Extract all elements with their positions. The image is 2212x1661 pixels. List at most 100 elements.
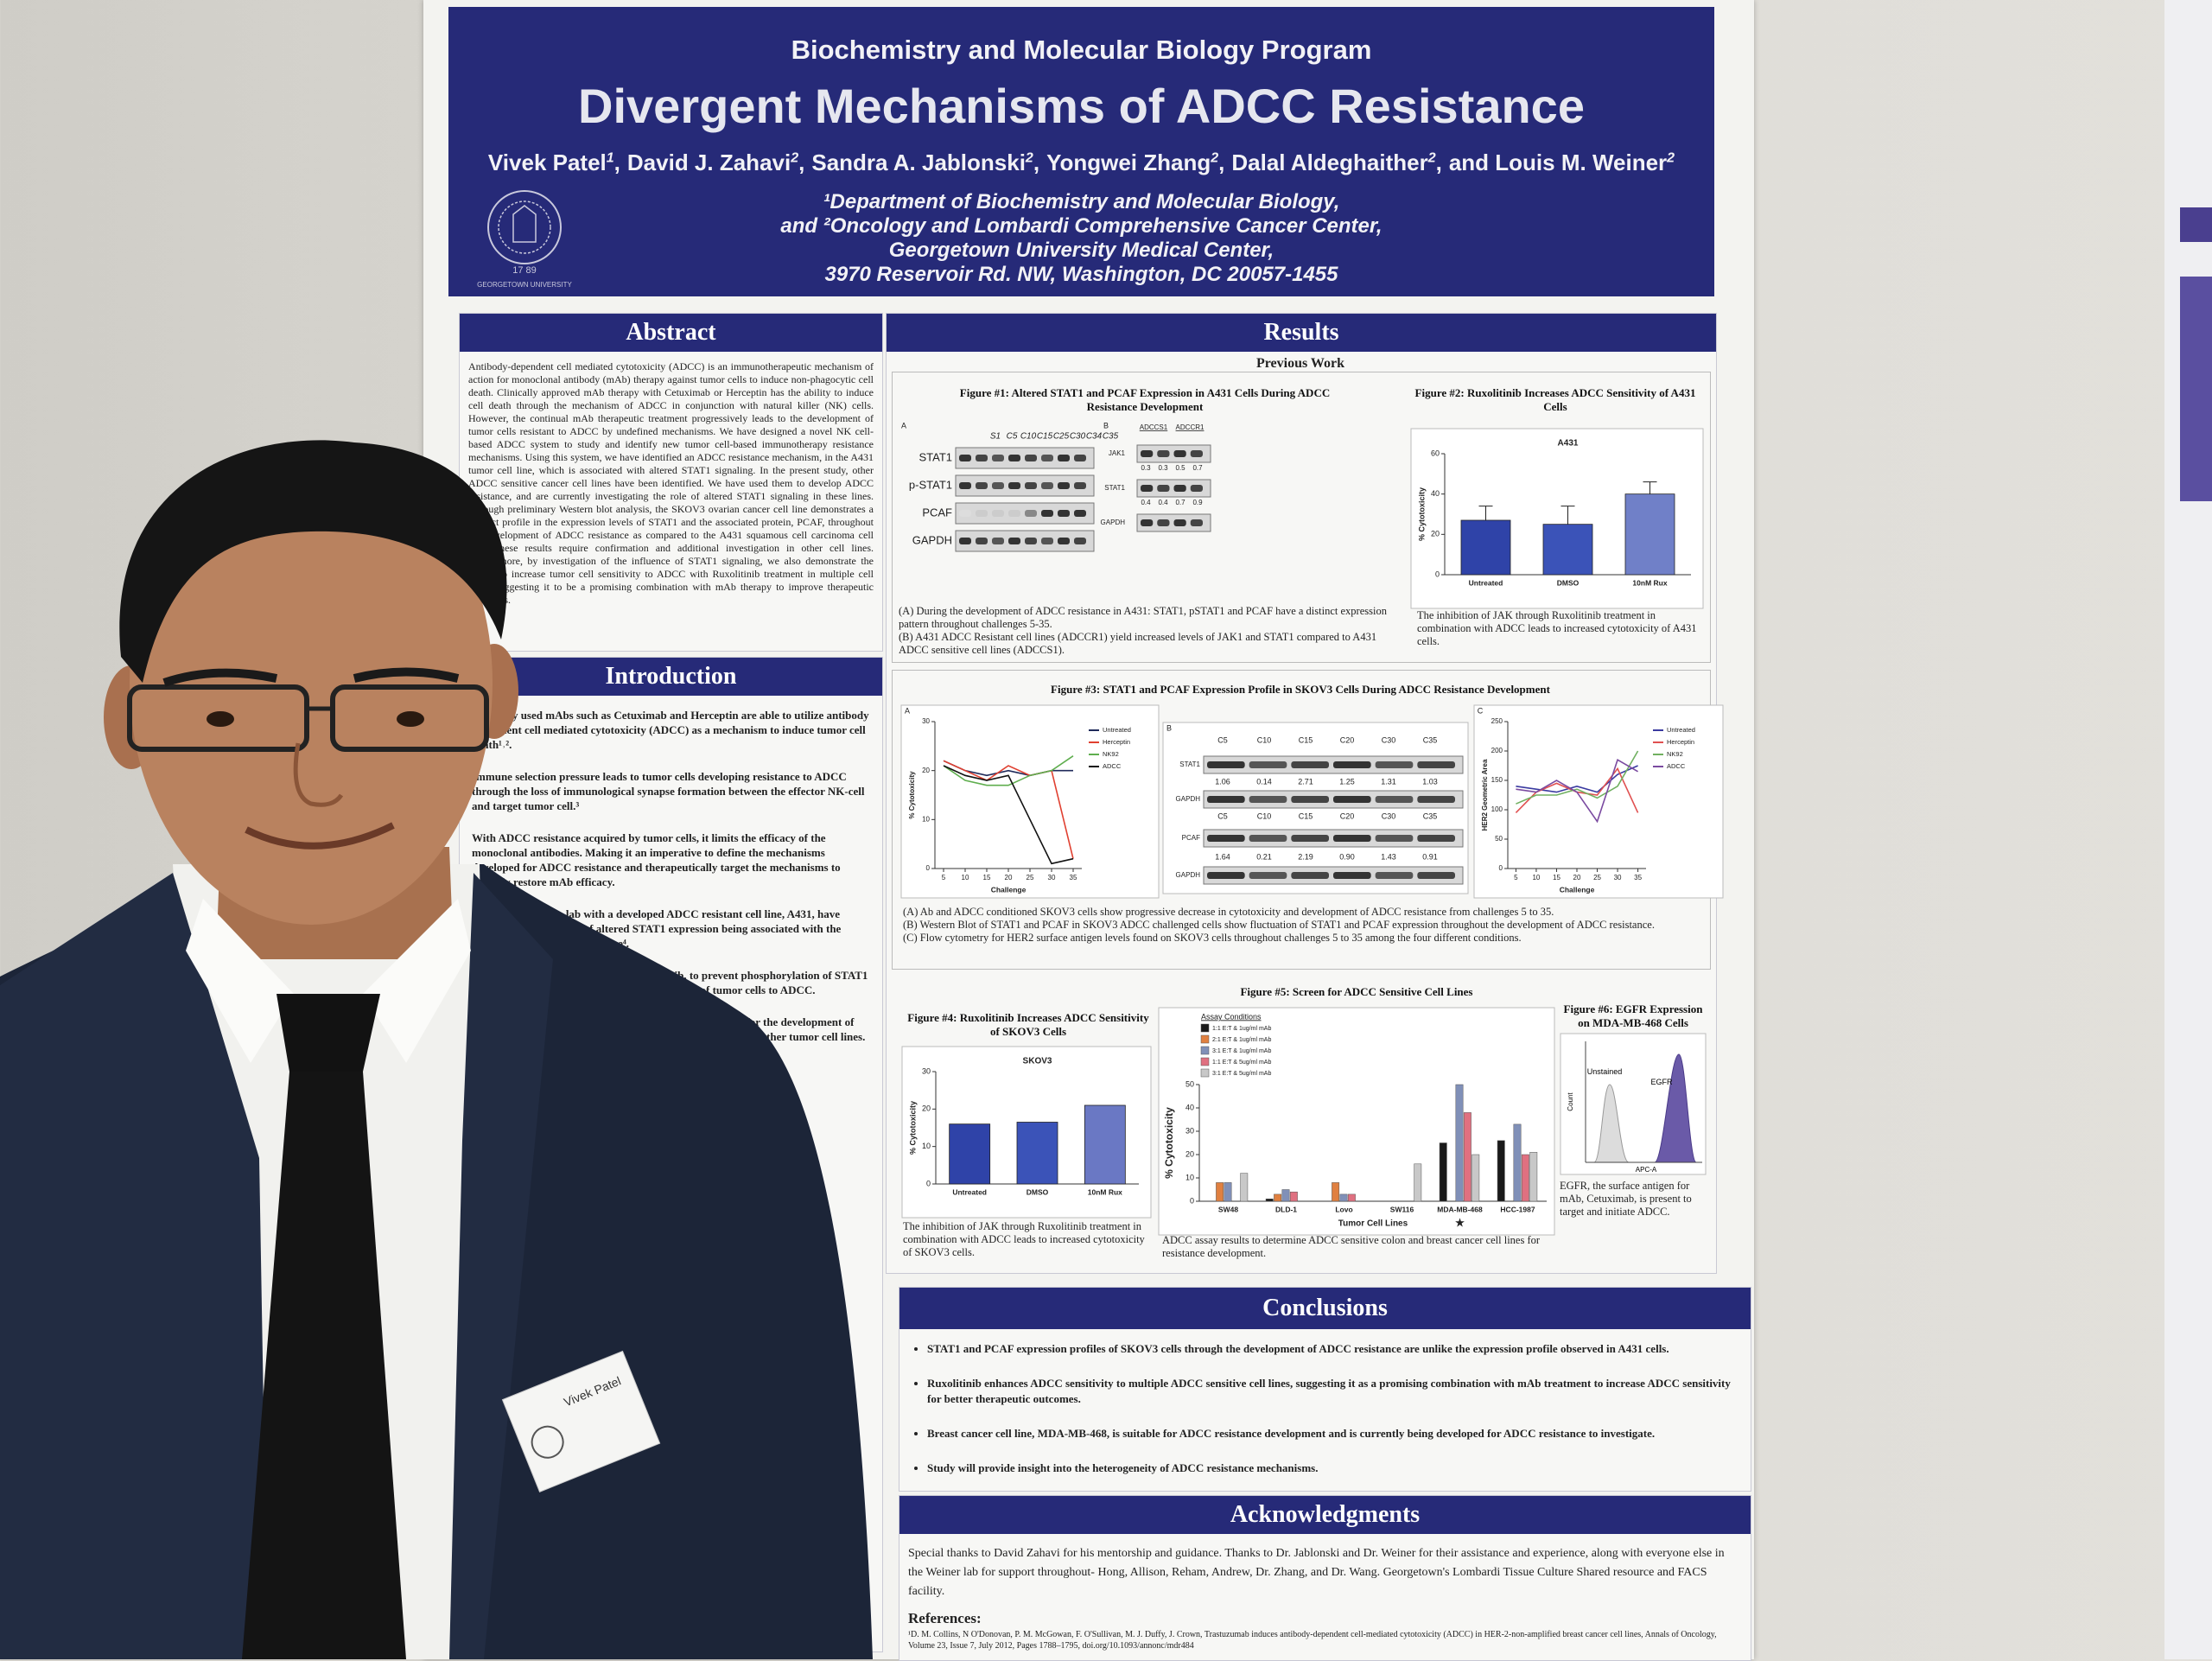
band-quant: 1.31 — [1381, 777, 1396, 786]
bar — [1529, 1152, 1538, 1202]
legend-label: Untreated — [1103, 726, 1131, 734]
acknowledgments-panel: Acknowledgments Special thanks to David … — [899, 1495, 1751, 1661]
introduction-panel: Introduction Clinically used mAbs such a… — [459, 657, 883, 1652]
x-tick-label: 5 — [942, 874, 946, 881]
introduction-text: Clinically used mAbs such as Cetuximab a… — [460, 696, 882, 1073]
x-tick-label: DLD-1 — [1275, 1205, 1297, 1213]
protein-label: p-STAT1 — [909, 478, 952, 491]
seal-emblem — [512, 205, 537, 243]
legend-label: 1:1 E:T & 1ug/ml mAb — [1212, 1026, 1271, 1032]
author-name: Vivek Patel — [487, 150, 607, 175]
blot-band — [1417, 796, 1455, 803]
x-tick-label: DMSO — [1557, 578, 1580, 587]
paragraph: Prior studies in the lab with a develope… — [472, 907, 842, 950]
y-tick-label: 0 — [1499, 864, 1503, 872]
x-tick-label: 15 — [983, 874, 991, 881]
affiliation-mark: 2 — [1025, 150, 1033, 166]
y-tick-label: 200 — [1491, 747, 1503, 754]
blot-band — [976, 538, 988, 544]
x-tick-label: 20 — [1005, 874, 1013, 881]
x-axis-label: APC-A — [1636, 1166, 1657, 1174]
blot-band — [1375, 872, 1414, 879]
band-quant: 1.06 — [1215, 777, 1230, 786]
seal-ring — [487, 190, 562, 264]
section-title: Results — [887, 314, 1716, 352]
blot-band — [959, 455, 971, 461]
y-tick-label: 0 — [1190, 1196, 1194, 1205]
y-axis-label: % Cytotoxicity — [908, 1101, 917, 1155]
blot-band — [1141, 450, 1154, 457]
bar — [1289, 1191, 1298, 1202]
protein-label: GAPDH — [1176, 795, 1201, 803]
bar — [1084, 1104, 1126, 1185]
subsection-title: Previous Work — [1255, 356, 1345, 371]
y-tick-label: 20 — [922, 767, 930, 774]
bar-chart: 0 10 20 30 % Cytotoxicity SKOV3 Untreated DMSO 1… — [901, 1046, 1152, 1219]
section-title: Conclusions — [899, 1288, 1751, 1329]
y-axis-label: % Cytotoxicity — [1417, 487, 1426, 541]
purple-block — [2180, 277, 2212, 501]
separator: , — [1218, 150, 1225, 175]
authors: Vivek Patel1, David J. Zahavi2, Sandra A. … — [448, 150, 1714, 176]
neighbor-poster — [2164, 0, 2212, 1659]
x-tick-label: 25 — [1593, 874, 1601, 881]
y-tick-label: 20 — [922, 1104, 931, 1113]
blot-band — [992, 510, 1004, 517]
y-tick-label: 10 — [922, 815, 930, 823]
y-tick-label: 40 — [1185, 1103, 1194, 1111]
abstract-text: Antibody-dependent cell mediated cytotox… — [468, 360, 874, 606]
blot-band — [1207, 761, 1245, 768]
y-tick-label: 0 — [926, 1179, 931, 1187]
figure-title: Figure #2: Ruxolitinib Increases ADCC Se… — [1414, 386, 1696, 413]
jacket-lapel — [0, 873, 268, 1659]
x-axis-label: Challenge — [991, 885, 1027, 894]
blot-band — [1058, 482, 1070, 489]
author: Sandra A. Jablonski2, — [811, 150, 1046, 175]
blot-band — [1375, 761, 1414, 768]
acknowledgment-text: Special thanks to David Zahavi for his m… — [908, 1547, 1725, 1598]
paragraph: With ADCC resistance acquired by tumor c… — [472, 831, 841, 888]
eyebrow — [162, 668, 278, 687]
blot-band — [1157, 450, 1170, 457]
lane-label: C30 — [1382, 811, 1396, 820]
author: David J. Zahavi2, — [627, 150, 811, 175]
x-tick-label: Untreated — [952, 1187, 987, 1196]
lane-label: C5 — [1007, 432, 1018, 442]
lane-label: C35 — [1423, 735, 1438, 744]
blot-band — [1141, 485, 1154, 492]
plot-frame — [900, 704, 1160, 899]
lane-label: C30 — [1070, 432, 1086, 442]
lane-label: ADCCS1 — [1140, 423, 1168, 431]
western-blot: A S1 C5 C10 C15 C25 C30 C34 C35 STAT1 p-STAT1 PCAF G… — [901, 421, 1211, 552]
separator: , — [1033, 150, 1040, 175]
bar — [1624, 493, 1675, 576]
separator: , — [798, 150, 805, 175]
x-axis-label: Challenge — [1560, 885, 1595, 894]
author: Dalal Aldeghaither2, — [1231, 150, 1448, 175]
legend-label: 1:1 E:T & 5ug/ml mAb — [1212, 1060, 1271, 1066]
neck — [216, 847, 454, 959]
caption-line: (C) Flow cytometry for HER2 surface anti… — [903, 932, 1522, 944]
bar — [1347, 1193, 1356, 1202]
band-quant: 0.21 — [1256, 852, 1272, 861]
purple-block — [2180, 207, 2212, 242]
x-tick-label: 10 — [962, 874, 969, 881]
conclusion: STAT1 and PCAF expression profiles of SK… — [927, 1341, 1733, 1357]
histogram-plot: Unstained EGFR APC-A Count — [1560, 1033, 1707, 1175]
affiliation: ¹Department of Biochemistry and Molecula… — [823, 190, 1340, 213]
error-bar — [1478, 506, 1493, 520]
peak-label: Unstained — [1587, 1067, 1623, 1076]
section-title: Introduction — [460, 658, 882, 696]
lane-label: C15 — [1299, 735, 1313, 744]
lane-label: C10 — [1257, 735, 1272, 744]
blot-band — [1041, 455, 1053, 461]
panel-letter: A — [901, 421, 906, 430]
x-tick-label: MDA-MB-468 — [1437, 1205, 1483, 1213]
y-tick-label: 10 — [922, 1142, 931, 1150]
band-quant: 0.91 — [1422, 852, 1438, 861]
affiliation-mark: 2 — [1667, 150, 1675, 166]
bar — [1497, 1140, 1505, 1202]
band-quant: 1.03 — [1422, 777, 1438, 786]
tie-knot — [276, 994, 380, 1072]
